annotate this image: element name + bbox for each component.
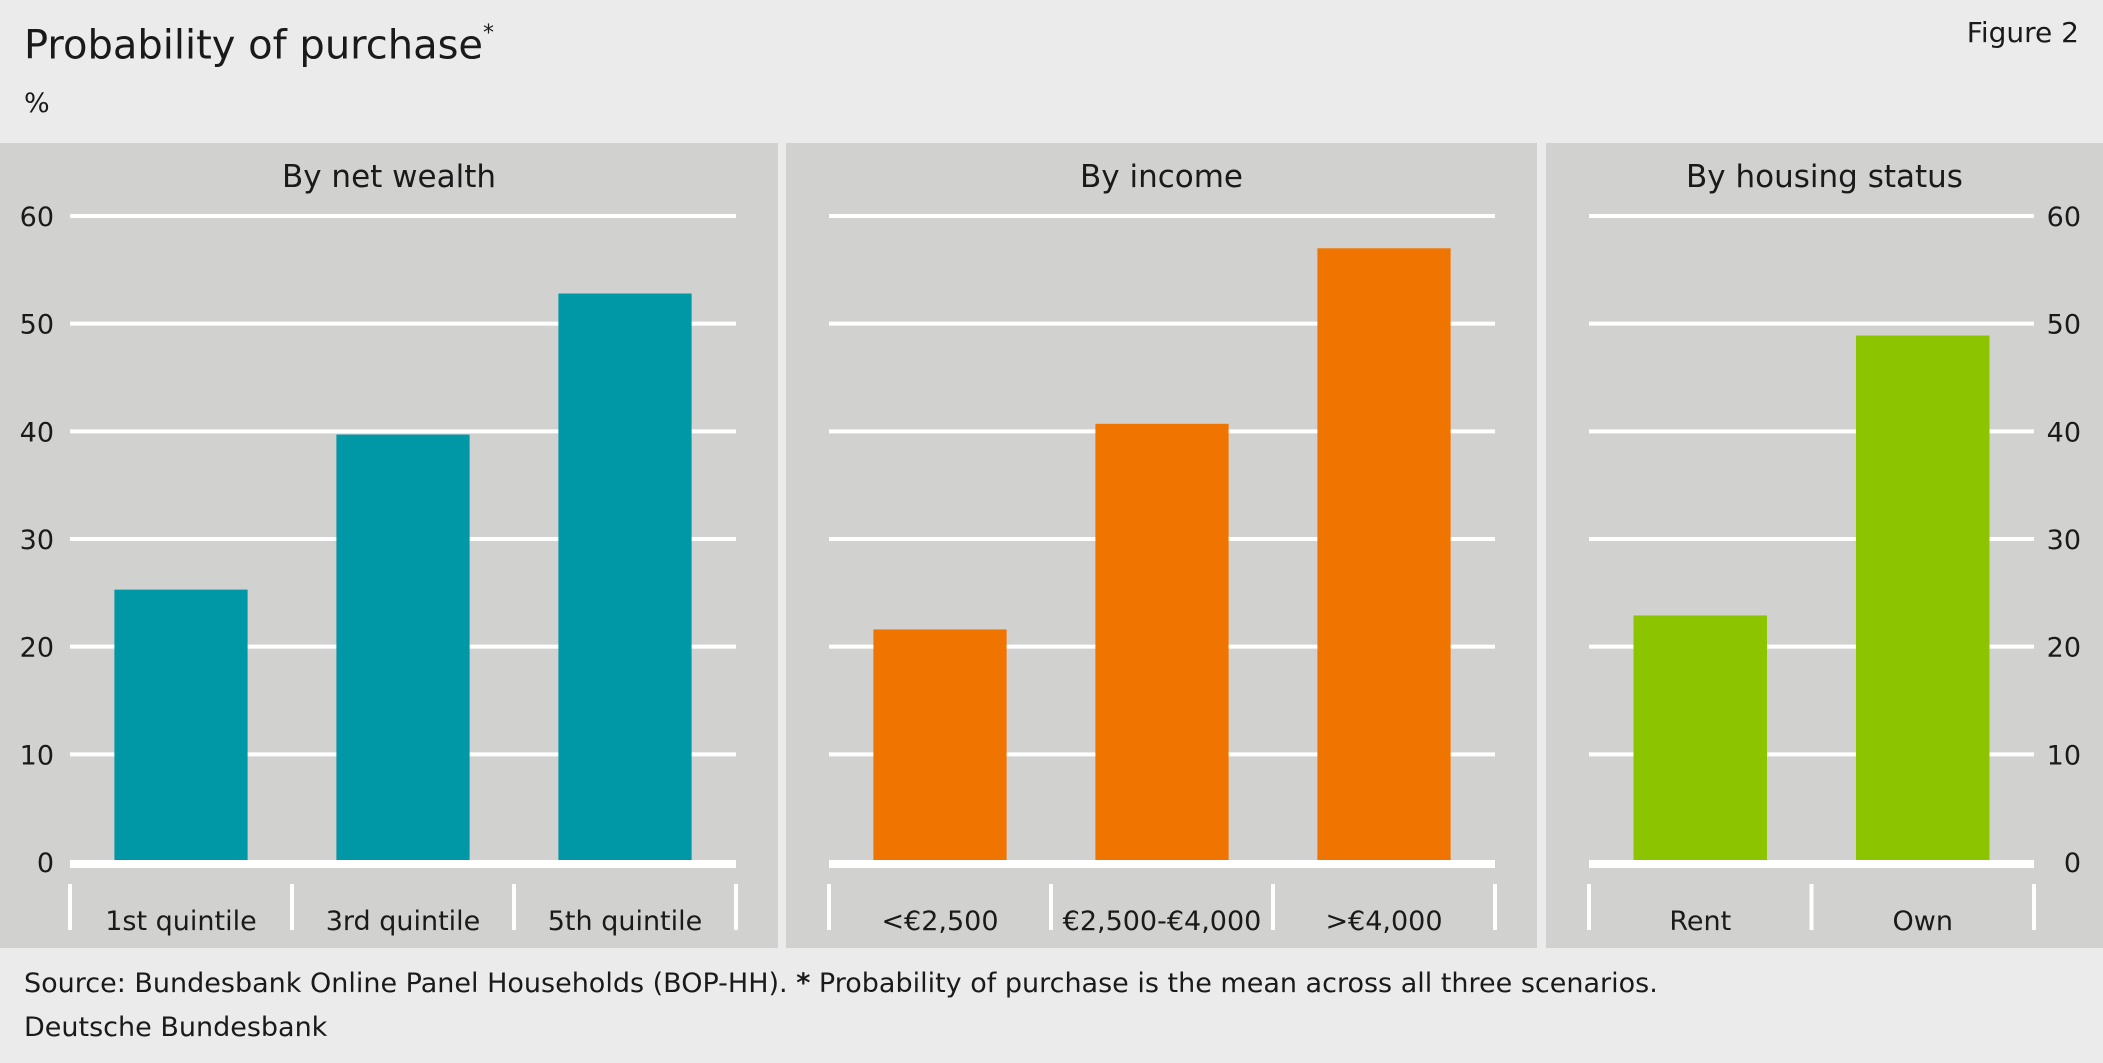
panel-2-bar xyxy=(1095,423,1229,862)
panel-3-bar xyxy=(1856,335,1990,862)
panel-1-title: By net wealth xyxy=(282,159,496,195)
panel-3-y-tick-label: 20 xyxy=(2047,633,2081,664)
chart-title: Probability of purchase* xyxy=(24,10,494,73)
panel-1-y-tick-label: 50 xyxy=(20,310,54,341)
panel-3-bar xyxy=(1633,615,1767,862)
panel-2-category-label: <€2,500 xyxy=(881,906,998,937)
panel-1-category-label: 5th quintile xyxy=(548,906,703,937)
source-prefix: Source: Bundesbank Online Panel Househol… xyxy=(24,968,788,999)
source-note-text: Probability of purchase is the mean acro… xyxy=(818,968,1658,999)
title-footnote-mark: * xyxy=(483,21,495,46)
source-note: Source: Bundesbank Online Panel Househol… xyxy=(24,968,1658,999)
panel-3-y-tick-label: 0 xyxy=(2064,848,2081,879)
publisher-label: Deutsche Bundesbank xyxy=(24,1012,328,1043)
chart-title-text: Probability of purchase xyxy=(24,22,484,69)
panel-3-category-label: Own xyxy=(1893,906,1953,937)
panel-1-bar xyxy=(336,434,470,862)
panel-1-y-tick-label: 40 xyxy=(20,417,54,448)
source-footnote-mark: * xyxy=(796,968,811,999)
panel-1-y-tick-label: 0 xyxy=(37,848,54,879)
figure-label: Figure 2 xyxy=(1966,16,2079,49)
panel-1-y-tick-label: 60 xyxy=(20,202,54,233)
panel-3-y-tick-label: 60 xyxy=(2047,202,2081,233)
panel-1-bar xyxy=(558,293,692,862)
panel-1-category-label: 3rd quintile xyxy=(326,906,481,937)
panel-2-category-label: €2,500-€4,000 xyxy=(1063,906,1262,937)
panel-2-bar xyxy=(873,629,1007,862)
panel-3-category-label: Rent xyxy=(1669,906,1731,937)
panel-3-y-tick-label: 50 xyxy=(2047,310,2081,341)
panel-3-title: By housing status xyxy=(1686,159,1963,195)
unit-label: % xyxy=(24,88,50,119)
panel-1-y-tick-label: 20 xyxy=(20,633,54,664)
panel-2-bar xyxy=(1317,248,1451,863)
panel-2-title: By income xyxy=(1080,159,1243,195)
panel-1-y-tick-label: 30 xyxy=(20,525,54,556)
panel-1-category-label: 1st quintile xyxy=(105,906,256,937)
panel-3-y-tick-label: 40 xyxy=(2047,417,2081,448)
panel-3-y-tick-label: 30 xyxy=(2047,525,2081,556)
panel-1-y-tick-label: 10 xyxy=(20,740,54,771)
panel-3-background xyxy=(1546,143,2103,948)
panel-1-bar xyxy=(114,589,248,862)
panel-3-y-tick-label: 10 xyxy=(2047,740,2081,771)
panel-2-category-label: >€4,000 xyxy=(1325,906,1442,937)
